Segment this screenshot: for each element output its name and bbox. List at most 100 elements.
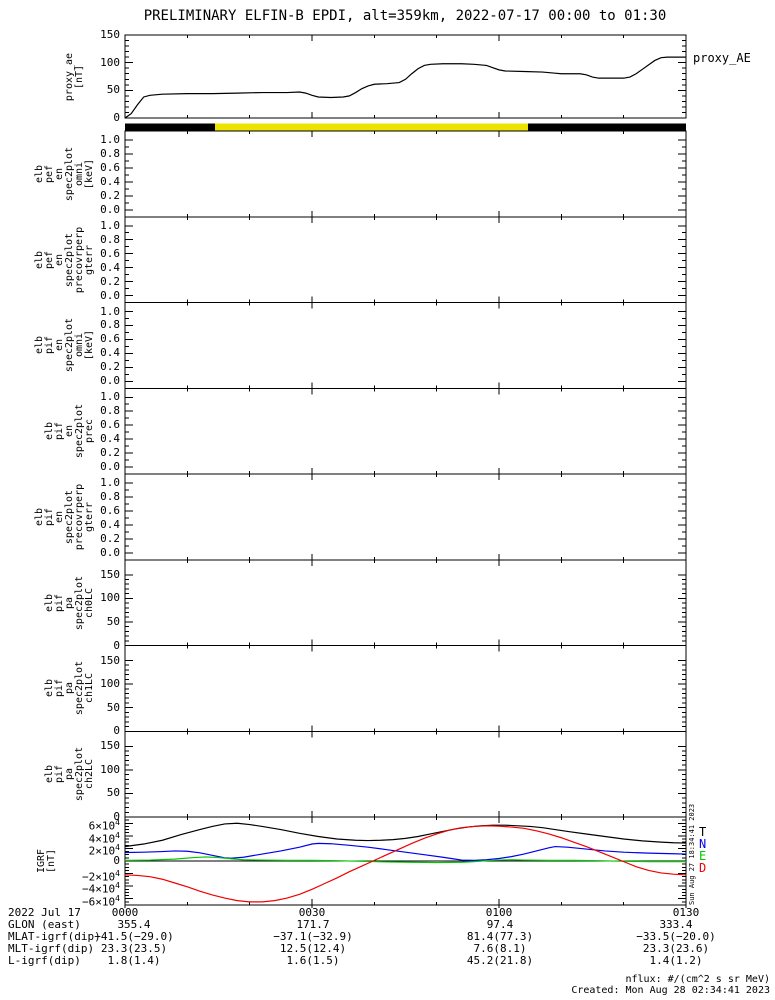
y-tick-label: −6×104 [82,893,120,909]
y-tick-label: 0 [113,111,120,124]
ephemeris-value: 12.5(12.4) [279,942,347,955]
y-tick-label: 0 [113,810,120,823]
trace-proxy-ae [124,56,686,119]
y-tick-label: 0.8 [100,232,120,246]
y-tick-label: 0.2 [100,274,120,288]
y-tick-label: 0 [113,724,120,738]
panel-frame-proxy_ae [124,34,687,119]
y-tick-label: 0.8 [100,318,120,332]
ephemeris-row-label: L-igrf(dip) [8,954,81,967]
y-tick-label: 150 [100,739,120,753]
y-tick-label: 0.4 [100,346,120,360]
panel-label-igrf: IGRF [nT] [36,848,57,874]
y-tick-label: 0.2 [100,531,120,545]
y-tick-label: 1.0 [100,476,120,489]
ephemeris-value: −33.5(−20.0) [636,930,716,943]
panel-frame-elb_pef_en_spec2plot_precovrperp_gterr [124,216,687,303]
panel-label-elb_pif_pa_spec2plot_ch0LC: elb pif pa spec2plot ch0LC [44,575,95,630]
y-tick-label: 0 [113,638,120,652]
trace-E [124,856,686,864]
ephemeris-value: 45.2(21.8) [466,954,534,967]
trace-N [124,842,687,861]
y-tick-label: 150 [100,653,120,667]
y-tick-label: 100 [100,762,120,776]
created-timestamp: Created: Mon Aug 28 02:34:41 2023 [571,985,770,996]
y-tick-label: 0.6 [100,503,120,517]
y-tick-label: 0.2 [100,446,120,460]
legend-E: E [699,849,707,863]
ephemeris-row-label: MLT-igrf(dip) [8,942,95,955]
ephemeris-value: −41.5(−29.0) [94,930,174,943]
y-tick-label: 0 [113,854,120,867]
y-tick-label: 1.0 [100,133,120,146]
ephemeris-value: 7.6(8.1) [473,942,527,955]
panel-label-elb_pif_pa_spec2plot_ch2LC: elb pif pa spec2plot ch2LC [44,747,95,802]
y-tick-label: 0.4 [100,174,120,188]
legend-N: N [699,837,707,851]
y-tick-label: 150 [100,567,120,581]
y-tick-label: 100 [100,591,120,605]
ephemeris-value: 1.8(1.4) [107,954,161,967]
panel-label-elb_pif_pa_spec2plot_ch1LC: elb pif pa spec2plot ch1LC [44,661,95,716]
legend-T: T [699,825,707,839]
ephemeris-value: 23.3(23.5) [100,942,168,955]
plot-title: PRELIMINARY ELFIN-B EPDI, alt=359km, 202… [143,8,667,24]
panel-label-elb_pef_en_spec2plot_precovrperp_gterr: elb pef en spec2plot precovrperp gterr [34,226,95,293]
y-tick-label: 0.0 [100,288,120,302]
ephemeris-value: 355.4 [117,918,151,931]
panel-label-proxy_ae: proxy_ae [nT] [64,52,85,101]
y-tick-label: 0.8 [100,146,120,160]
panel-label-elb_pif_en_spec2plot_prec: elb pif en spec2plot prec [44,404,95,459]
orbit-bar-segment-0 [125,123,215,131]
panel-label-elb_pif_en_spec2plot_omni: elb pif en spec2plot omni [keV] [34,318,95,373]
ephemeris-value: 97.4 [486,918,514,931]
x-tick-label: 0000 [111,906,139,919]
panel-frame-elb_pif_en_spec2plot_precovrperp_gterr [124,473,687,561]
y-tick-label: 50 [106,614,120,628]
y-tick-label: 0.6 [100,332,120,346]
date-label: 2022 Jul 17 [8,906,81,919]
y-tick-label: 50 [106,700,120,714]
y-tick-label: 0.6 [100,160,120,174]
panel-frame-elb_pef_en_spec2plot_omni [124,130,687,218]
x-tick-label: 0100 [485,906,513,919]
ephemeris-value: 23.3(23.6) [642,942,710,955]
y-tick-label: 100 [100,677,120,691]
y-tick-label: 0.2 [100,360,120,374]
panel-frame-elb_pif_en_spec2plot_omni [124,302,687,389]
y-tick-label: 150 [100,28,120,41]
y-tick-label: 1.0 [100,390,120,404]
panel-frame-elb_pif_pa_spec2plot_ch2LC [124,730,687,818]
y-tick-label: 0.0 [100,460,120,473]
y-tick-label: 4×104 [88,830,120,846]
ephemeris-value: −37.1(−32.9) [273,930,353,943]
y-tick-label: 50 [106,786,120,800]
y-tick-label: 50 [106,83,120,97]
y-tick-label: 0.4 [100,432,120,446]
panel-frame-elb_pif_pa_spec2plot_ch1LC [124,645,687,732]
x-tick-label: 0030 [298,906,326,919]
ephemeris-value: 1.4(1.2) [649,954,703,967]
y-tick-label: 0.0 [100,545,120,559]
panel-frame-elb_pif_en_spec2plot_prec [124,387,687,475]
orbit-bar-segment-2 [527,123,686,131]
y-tick-label: 2×104 [88,843,120,859]
ephemeris-value: 171.7 [296,918,330,931]
y-tick-label: 100 [100,55,120,69]
legend-D: D [699,861,707,875]
y-tick-label: 1.0 [100,218,120,232]
y-tick-label: 6×104 [88,818,120,833]
proxy-ae-panel-label: proxy_AE [693,51,751,65]
panel-label-elb_pef_en_spec2plot_omni: elb pef en spec2plot omni [keV] [34,146,95,201]
panel-label-elb_pif_en_spec2plot_precovrperp_gterr: elb pif en spec2plot precovrperp gterr [34,483,95,550]
y-tick-label: 0.2 [100,188,120,202]
panel-frame-elb_pif_pa_spec2plot_ch0LC [124,559,687,646]
x-tick-label: 0130 [672,906,700,919]
orbit-bar-segment-1 [214,123,528,131]
units-footnote: nflux: #/(cm^2 s sr MeV) [625,974,771,985]
y-tick-label: 1.0 [100,304,120,318]
ephemeris-value: 1.6(1.5) [286,954,340,967]
y-tick-label: 0.4 [100,517,120,531]
y-tick-label: −2×104 [82,868,120,884]
